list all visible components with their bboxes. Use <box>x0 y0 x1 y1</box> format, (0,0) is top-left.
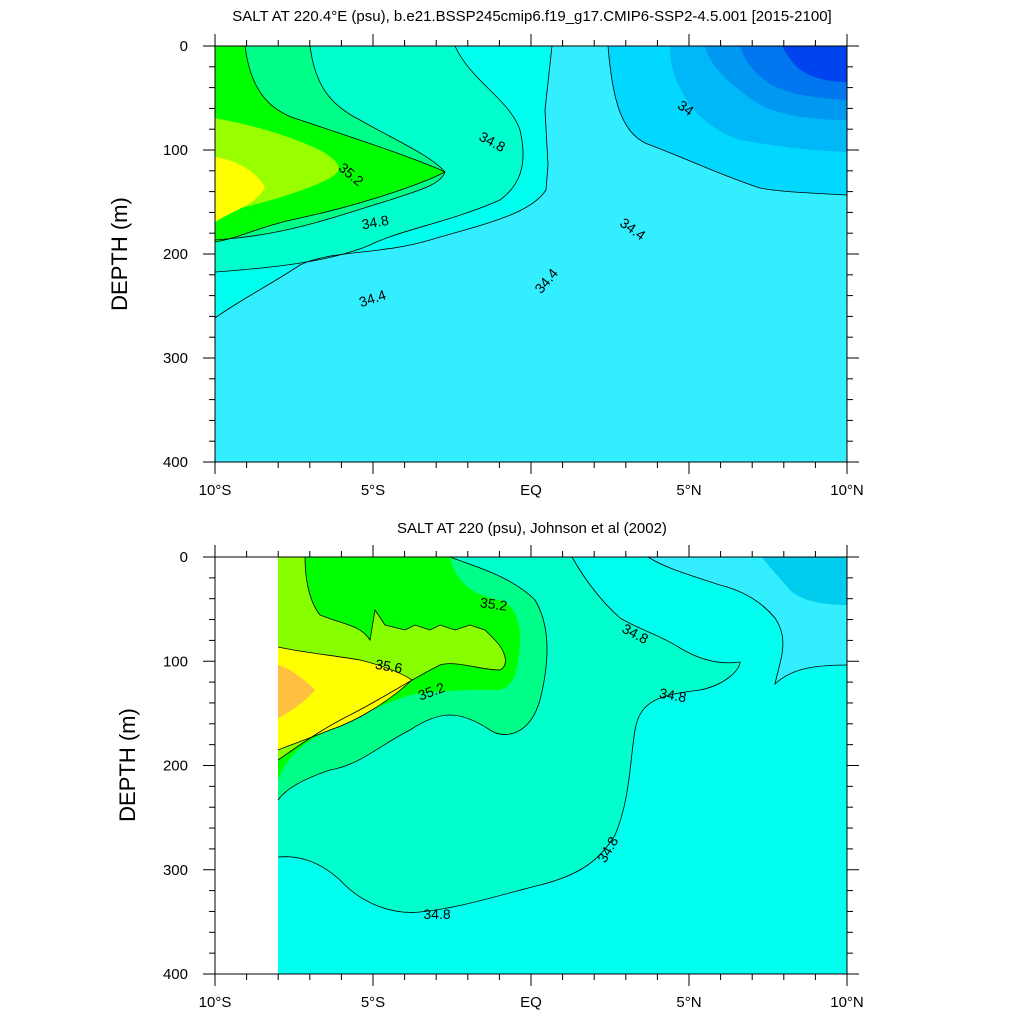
x-tick-label: 5°S <box>361 994 385 1011</box>
bottom-line-a <box>277 556 741 913</box>
bottom-clabel-2: 35.6 <box>374 656 404 677</box>
x-tick-label: EQ <box>520 482 542 499</box>
top-ticks: 10°S 5°S EQ 5°N 10°N 0 100 200 300 400 <box>163 34 864 499</box>
bottom-title: SALT AT 220 (psu), Johnson et al (2002) <box>397 520 667 537</box>
top-line-b <box>214 45 524 273</box>
top-contour-fill <box>215 46 847 462</box>
x-tick-label: 5°S <box>361 482 385 499</box>
bottom-fill-34.6 <box>278 557 847 974</box>
y-tick-label: 0 <box>180 38 188 55</box>
x-tick-label: 10°N <box>830 994 864 1011</box>
bottom-ylabel: DEPTH (m) <box>115 708 140 822</box>
bottom-line-b <box>647 556 848 686</box>
top-panel: SALT AT 220.4°E (psu), b.e21.BSSP245cmip… <box>107 8 864 499</box>
y-tick-label: 400 <box>163 454 188 471</box>
bottom-line-d <box>277 556 506 761</box>
y-tick-label: 200 <box>163 246 188 263</box>
bottom-clabel-7: 34.8 <box>423 906 450 922</box>
bottom-clabel-5: 34.8 <box>658 685 688 706</box>
bottom-clabel-1: 35.2 <box>479 594 508 614</box>
x-tick-label: 10°S <box>199 994 232 1011</box>
x-tick-label: 10°S <box>199 482 232 499</box>
bottom-fill-35.6 <box>278 647 412 750</box>
y-tick-label: 400 <box>163 966 188 983</box>
y-tick-label: 300 <box>163 862 188 879</box>
top-title: SALT AT 220.4°E (psu), b.e21.BSSP245cmip… <box>232 8 831 25</box>
top-line-a <box>214 45 553 319</box>
bottom-contour-fill <box>278 557 847 974</box>
bottom-panel: SALT AT 220 (psu), Johnson et al (2002) … <box>115 520 864 1011</box>
bottom-ticks: 10°S 5°S EQ 5°N 10°N 0 100 200 300 400 <box>163 545 864 1011</box>
bottom-contour-lines <box>277 556 848 913</box>
bottom-line-c <box>277 556 548 801</box>
y-tick-label: 100 <box>163 653 188 670</box>
y-tick-label: 0 <box>180 549 188 566</box>
top-line-e <box>607 45 848 196</box>
bottom-fill-34.2 <box>762 557 847 605</box>
top-fill-33.2 <box>782 46 847 82</box>
bottom-fill-35.8 <box>278 665 315 718</box>
x-tick-label: 5°N <box>676 482 701 499</box>
top-contour-lines <box>214 45 848 319</box>
top-fill-35.8 <box>215 157 265 222</box>
y-tick-label: 100 <box>163 142 188 159</box>
top-ylabel: DEPTH (m) <box>107 197 132 311</box>
x-tick-label: 5°N <box>676 994 701 1011</box>
top-line-d <box>214 45 446 243</box>
bottom-contour-labels: 35.2 35.6 35.2 34.8 34.8 34.8 34.8 <box>374 594 688 922</box>
top-clabel-3: 34.8 <box>360 212 390 233</box>
x-tick-label: EQ <box>520 994 542 1011</box>
y-tick-label: 200 <box>163 758 188 775</box>
bottom-line-e <box>277 646 413 751</box>
y-tick-label: 300 <box>163 350 188 367</box>
x-tick-label: 10°N <box>830 482 864 499</box>
